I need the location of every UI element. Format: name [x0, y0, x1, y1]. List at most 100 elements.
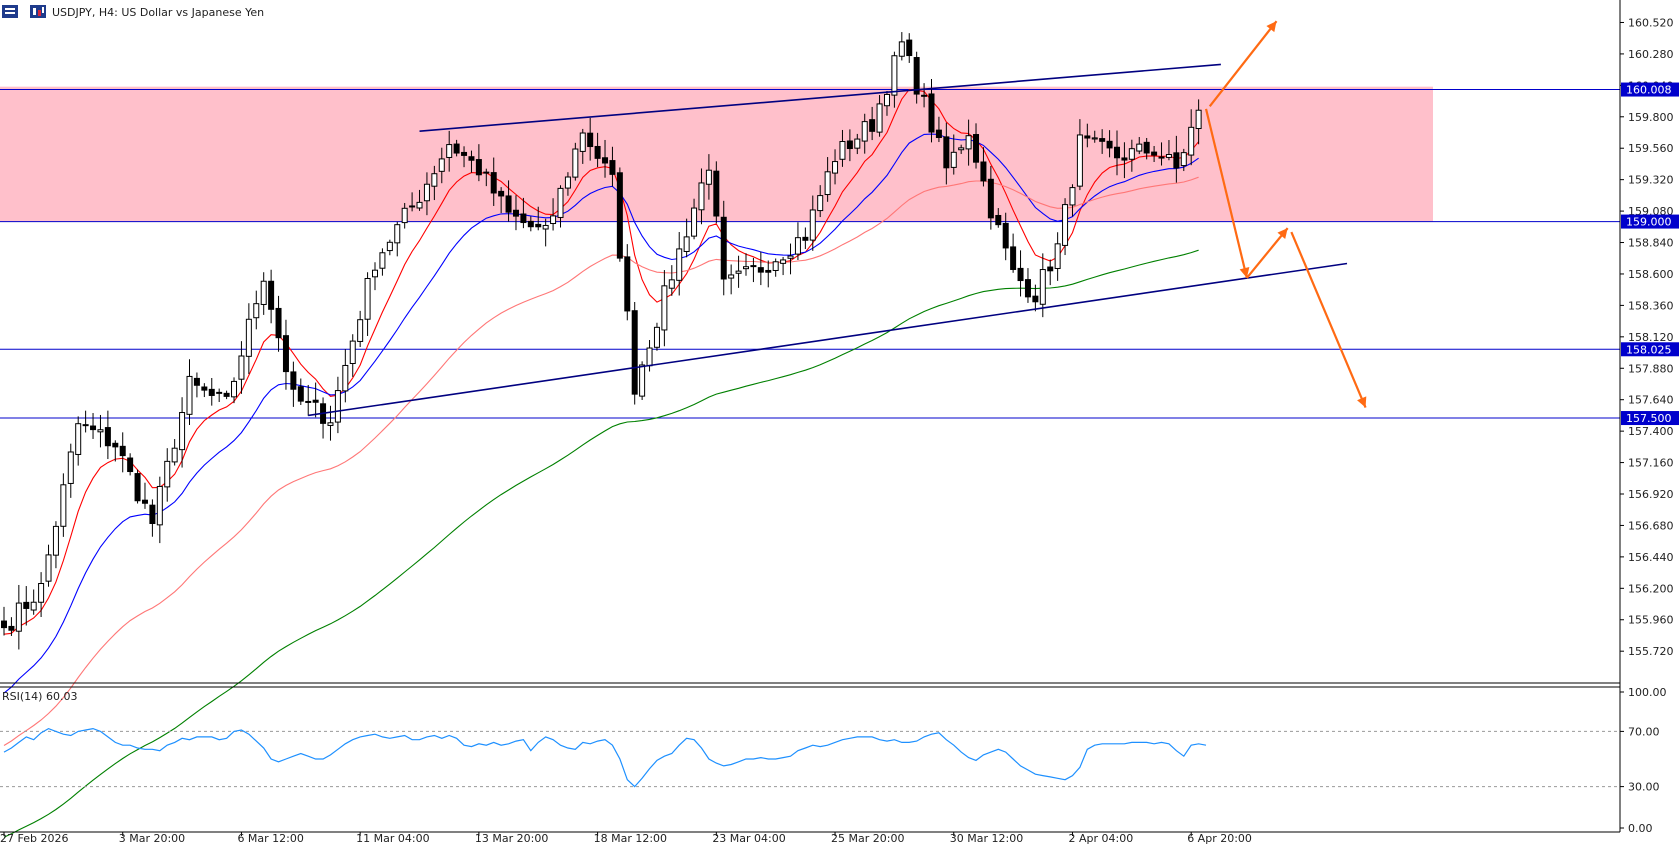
- candle-body-bear: [409, 205, 416, 208]
- candle: [112, 440, 119, 462]
- price-level-badge: [1621, 214, 1679, 229]
- candle: [1128, 139, 1135, 172]
- candle-body-bull: [186, 375, 193, 415]
- candle-body-bear: [453, 143, 460, 154]
- candle: [349, 334, 356, 377]
- time-tick-label: 3 Mar 20:00: [119, 832, 185, 845]
- candle-body-bear: [201, 386, 208, 391]
- candle: [97, 414, 104, 448]
- candle-body-bull: [1188, 126, 1195, 156]
- list-icon[interactable]: [2, 5, 18, 18]
- candle-body-bear: [1158, 156, 1165, 159]
- candle-body-bull: [364, 277, 371, 320]
- candle-body-bull: [1054, 243, 1061, 269]
- candle: [1002, 212, 1009, 261]
- candle-body-bear: [127, 457, 134, 473]
- candle-body-bull: [75, 423, 82, 455]
- price-level-badge-label: 160.008: [1626, 84, 1672, 97]
- candle: [119, 432, 126, 473]
- scenario-arrow-head: [1357, 396, 1367, 408]
- candle: [1054, 232, 1061, 281]
- candle-body-bull: [342, 364, 349, 392]
- candle-body-bear: [1, 620, 7, 629]
- candle-body-bull: [861, 121, 868, 142]
- scenario-arrow-head: [1277, 228, 1288, 240]
- candle: [475, 144, 482, 182]
- candle: [624, 244, 631, 321]
- candle-body-bull: [260, 280, 267, 305]
- candle: [861, 113, 868, 154]
- candle: [995, 208, 1002, 228]
- candle: [594, 132, 601, 168]
- candle-body-bear: [134, 473, 141, 502]
- candles-layer: [1, 32, 1202, 650]
- candle-body-bull: [743, 266, 749, 270]
- candle: [631, 301, 638, 405]
- candle-body-bear: [913, 57, 920, 95]
- price-tick-label: 155.720: [1628, 645, 1674, 658]
- price-tick-label: 159.560: [1628, 142, 1674, 155]
- candle: [201, 383, 208, 398]
- candle: [542, 218, 549, 247]
- candle: [787, 243, 794, 275]
- candle: [238, 341, 245, 394]
- candle: [134, 469, 141, 504]
- candle: [253, 290, 260, 330]
- candle-body-bull: [179, 412, 186, 451]
- candle-body-bull: [817, 195, 824, 212]
- candle: [928, 79, 935, 143]
- candle-body-bull: [171, 447, 178, 463]
- candle-body-bear: [505, 195, 512, 213]
- candle: [832, 149, 839, 185]
- price-tick-label: 157.880: [1628, 362, 1674, 375]
- ma-line: [3, 88, 1200, 635]
- candle: [876, 95, 883, 137]
- candle: [290, 361, 297, 407]
- candle-body-bull: [386, 241, 393, 252]
- candle-body-bear: [1151, 151, 1158, 156]
- scenario-arrow: [1245, 227, 1289, 279]
- scenario-arrow-head: [1239, 266, 1250, 278]
- candle: [60, 473, 67, 537]
- candle-body-bear: [282, 335, 289, 373]
- candle: [527, 216, 534, 232]
- candle: [186, 359, 193, 425]
- candle-body-bear: [928, 93, 935, 133]
- trendline-lower: [308, 262, 1348, 417]
- candle: [1, 606, 7, 636]
- candle-body-bull: [372, 269, 378, 278]
- candle: [765, 260, 772, 288]
- price-tick-label: 158.360: [1628, 299, 1674, 312]
- candle: [735, 255, 742, 288]
- time-tick-label: 6 Mar 12:00: [237, 832, 303, 845]
- candle: [743, 253, 749, 276]
- candle-body-bull: [891, 55, 898, 96]
- candle: [676, 232, 683, 296]
- candlestick-icon[interactable]: [30, 5, 46, 18]
- candle: [869, 106, 876, 141]
- candle-body-bull: [1076, 134, 1083, 187]
- candle: [446, 130, 453, 172]
- ma-line: [3, 133, 1199, 694]
- candle: [609, 146, 616, 187]
- rsi-tick-label: 100.00: [1628, 686, 1667, 699]
- candle-body-bear: [802, 236, 809, 241]
- scenario-arrow: [1208, 20, 1278, 107]
- candle: [973, 123, 980, 169]
- candle: [639, 361, 646, 400]
- candle: [587, 117, 594, 161]
- candle: [1114, 130, 1120, 176]
- candle-body-bull: [67, 451, 74, 484]
- candle: [334, 376, 341, 434]
- price-tick-label: 159.320: [1628, 174, 1674, 187]
- candle-body-bull: [238, 355, 245, 380]
- candle: [275, 295, 282, 352]
- candle: [616, 167, 623, 262]
- candle-body-bear: [846, 140, 853, 150]
- candle: [564, 172, 571, 196]
- time-tick-label: 6 Apr 20:00: [1187, 832, 1252, 845]
- candle-body-bear: [468, 156, 475, 161]
- candle: [913, 51, 920, 104]
- candle: [728, 264, 735, 295]
